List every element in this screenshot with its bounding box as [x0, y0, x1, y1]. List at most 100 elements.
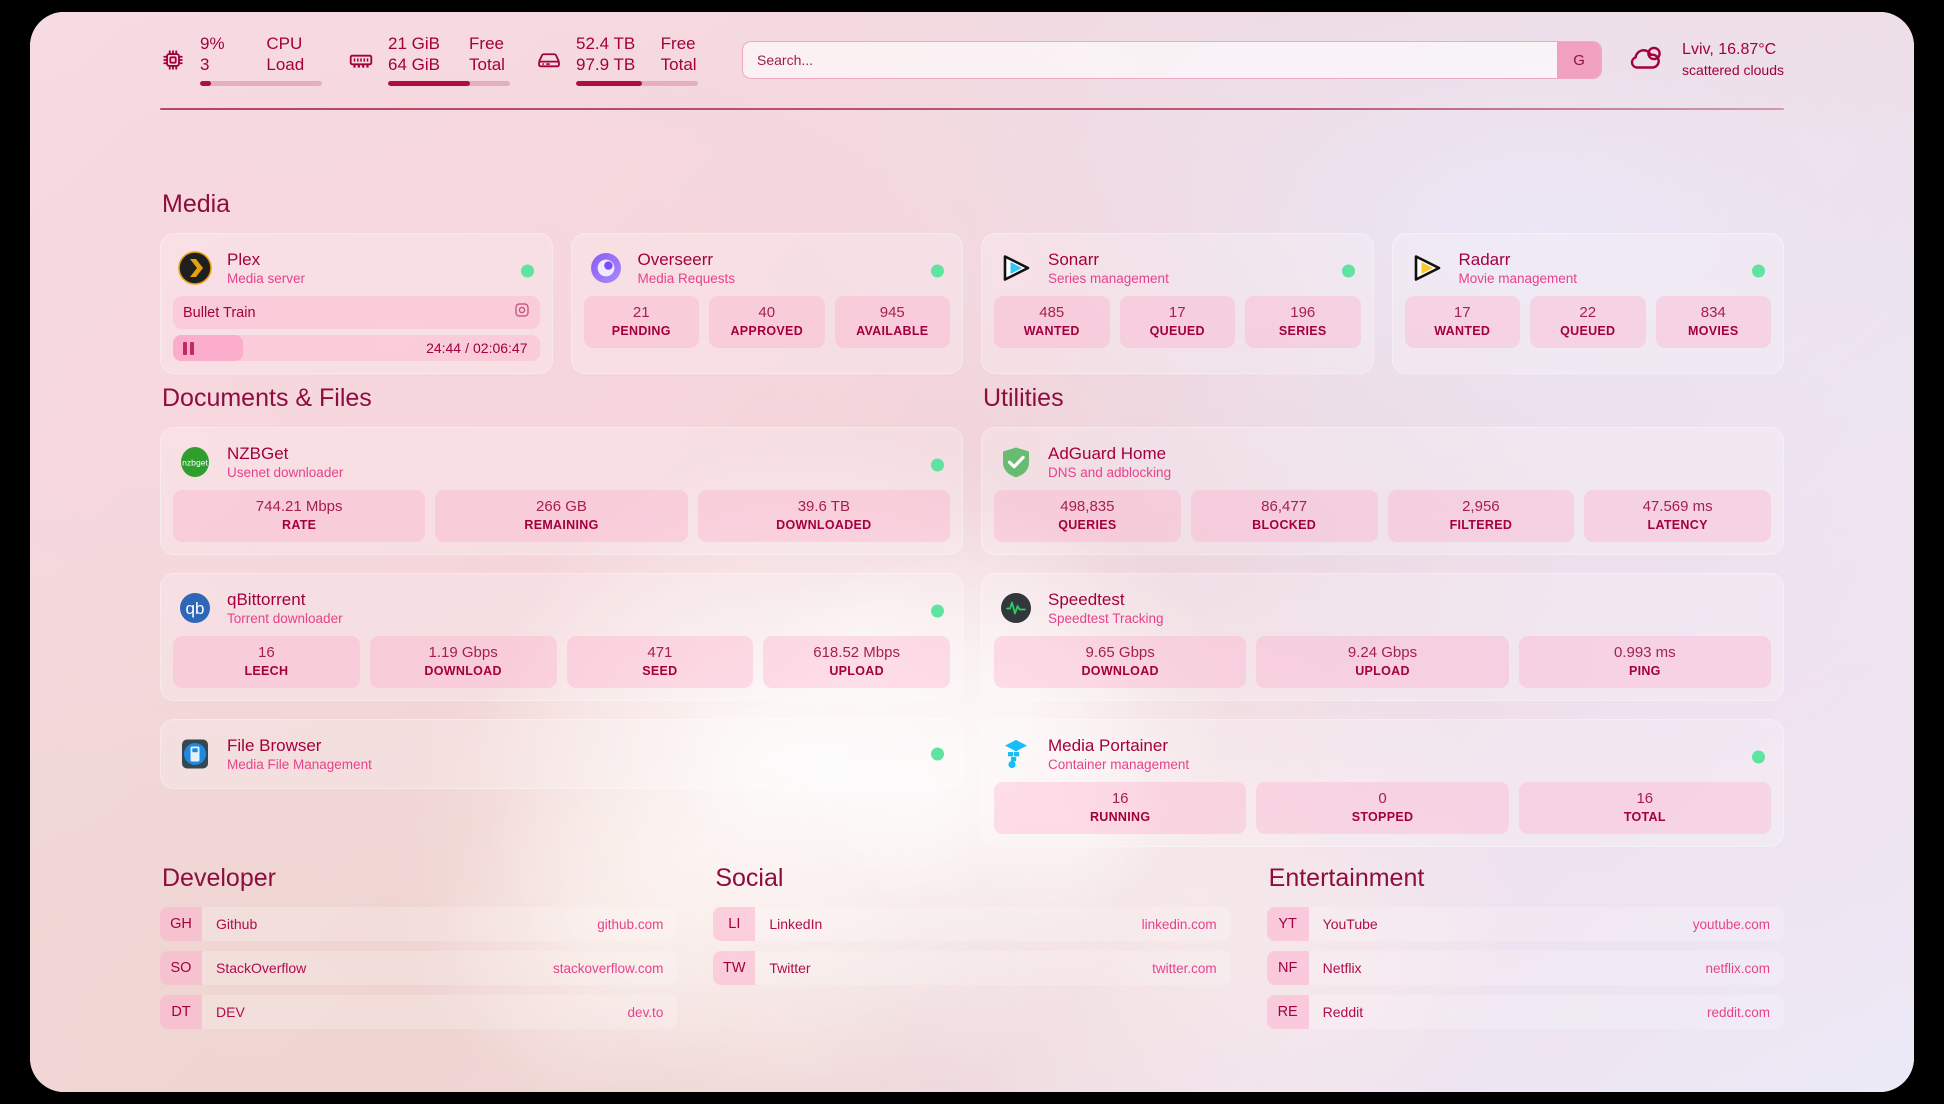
app-subtitle: DNS and adblocking: [1048, 465, 1172, 480]
stat-tile: 21 PENDING: [583, 296, 699, 348]
cast-icon[interactable]: [514, 302, 530, 323]
status-badge: [1752, 750, 1765, 764]
svg-text:nzbget: nzbget: [182, 458, 208, 468]
app-card-adguard-home[interactable]: AdGuard Home DNS and adblocking 498,835 Q…: [981, 427, 1784, 555]
plex-icon: [177, 250, 213, 286]
status-badge: [520, 264, 534, 278]
now-playing-progress[interactable]: 24:44/02:06:47: [173, 335, 540, 361]
app-card-overseerr[interactable]: Overseerr Media Requests 21 PENDING 40 APP…: [570, 233, 963, 374]
section-title-media: Media: [162, 190, 231, 218]
disk-usage-bar: [576, 81, 698, 86]
app-name: Overseerr: [637, 250, 714, 269]
status-badge: [931, 604, 944, 618]
app-card-media-portainer[interactable]: Media Portainer Container management 16 R…: [981, 719, 1784, 847]
bookmark-url: youtube.com: [1692, 916, 1770, 932]
bookmark-name: DEV: [216, 1004, 245, 1020]
bookmark-abbr: LI: [713, 907, 756, 941]
stat-tile: 9.24 Gbps UPLOAD: [1256, 636, 1509, 688]
app-subtitle: Movie management: [1458, 271, 1578, 286]
bookmark-item[interactable]: RE Reddit reddit.com: [1266, 995, 1784, 1029]
stat-tile: 0 STOPPED: [1256, 782, 1509, 834]
stat-tile: 0.993 ms PING: [1518, 636, 1771, 688]
app-subtitle: Torrent downloader: [227, 611, 343, 626]
app-card-plex[interactable]: Plex Media server Bullet Train: [160, 233, 553, 374]
bookmark-abbr: TW: [713, 951, 756, 985]
app-name: Radarr: [1458, 250, 1511, 269]
status-badge: [1341, 264, 1355, 278]
stat-tile: 1.19 Gbps DOWNLOAD: [369, 636, 557, 688]
header-divider: [160, 108, 1784, 110]
app-card-file-browser[interactable]: File Browser Media File Management: [160, 719, 963, 789]
cloud-icon: [1628, 42, 1668, 79]
bookmark-group-developer: Developer GH Github github.com SO StackO…: [160, 864, 678, 1029]
app-card-sonarr[interactable]: Sonarr Series management 485 WANTED 17 QUE…: [981, 233, 1374, 374]
now-playing-row[interactable]: Bullet Train: [173, 296, 540, 329]
nzbget-icon: nzbget: [177, 444, 213, 480]
bookmark-item[interactable]: LI LinkedIn linkedin.com: [713, 907, 1231, 941]
speedtest-icon: [998, 590, 1034, 626]
app-name: AdGuard Home: [1048, 444, 1167, 463]
cpu-value2: 3: [200, 55, 210, 74]
stat-tile: 2,956 FILTERED: [1387, 490, 1575, 542]
app-card-radarr[interactable]: Radarr Movie management 17 WANTED 22 QUEUE…: [1391, 233, 1784, 374]
section-title-entertainment: Entertainment: [1268, 864, 1425, 892]
memory-stick-icon: [348, 47, 374, 73]
stat-tile: 834 MOVIES: [1655, 296, 1771, 348]
app-card-qbittorrent[interactable]: qb qBittorrent Torrent downloader: [160, 573, 963, 701]
status-badge: [931, 458, 944, 472]
section-title-social: Social: [715, 864, 784, 892]
bookmark-name: StackOverflow: [216, 960, 307, 976]
adguard-shield-icon: [998, 444, 1034, 480]
bookmark-item[interactable]: NF Netflix netflix.com: [1266, 951, 1784, 985]
search-engine-button[interactable]: G: [1557, 42, 1602, 78]
now-playing-title: Bullet Train: [183, 304, 256, 321]
bookmark-item[interactable]: GH Github github.com: [160, 907, 678, 941]
search-input[interactable]: [743, 42, 1558, 78]
app-name: qBittorrent: [227, 590, 306, 609]
bookmark-abbr: RE: [1266, 995, 1309, 1029]
app-name: Media Portainer: [1048, 736, 1169, 755]
status-badge: [931, 264, 944, 278]
app-card-nzbget[interactable]: nzbget NZBGet Usenet downloader 74: [160, 427, 963, 555]
weather-widget[interactable]: Lviv, 16.87°C scattered clouds: [1628, 39, 1784, 81]
stat-tile: 485 WANTED: [994, 296, 1110, 348]
bookmark-item[interactable]: YT YouTube youtube.com: [1266, 907, 1784, 941]
stat-tile: 86,477 BLOCKED: [1190, 490, 1378, 542]
app-subtitle: Series management: [1048, 271, 1169, 286]
svg-text:qb: qb: [186, 599, 205, 618]
weather-description: scattered clouds: [1682, 62, 1784, 78]
ram-usage-widget: 21 GiB Free 64 GiB Total: [348, 34, 510, 86]
ram-label2: Total: [469, 55, 505, 74]
bookmark-url: reddit.com: [1706, 1004, 1770, 1020]
app-name: NZBGet: [227, 444, 289, 463]
qbittorrent-icon: qb: [177, 590, 213, 626]
bookmark-item[interactable]: SO StackOverflow stackoverflow.com: [160, 951, 678, 985]
stat-tile: 40 APPROVED: [709, 296, 825, 348]
app-name: Sonarr: [1048, 250, 1100, 269]
disk-label: Free: [660, 34, 696, 53]
bookmark-item[interactable]: DT DEV dev.to: [160, 995, 678, 1029]
bookmark-url: stackoverflow.com: [553, 960, 664, 976]
pause-icon[interactable]: [183, 341, 194, 355]
bookmark-group-social: Social LI LinkedIn linkedin.com TW Twitt…: [713, 864, 1231, 1029]
status-badge: [1752, 264, 1765, 278]
media-section: Media Plex Media server: [160, 190, 1784, 374]
bookmark-item[interactable]: TW Twitter twitter.com: [713, 951, 1231, 985]
stat-tile: 471 SEED: [566, 636, 754, 688]
app-card-speedtest[interactable]: Speedtest Speedtest Tracking 9.65 Gbps DO…: [981, 573, 1784, 701]
disk-value2: 97.9 TB: [576, 55, 636, 74]
stat-tile: 17 QUEUED: [1119, 296, 1235, 348]
bookmark-abbr: DT: [160, 995, 202, 1029]
stat-tile: 16 LEECH: [173, 636, 360, 688]
app-name: Plex: [227, 250, 261, 269]
section-title-documents: Documents & Files: [162, 384, 372, 412]
stat-tile: 498,835 QUERIES: [994, 490, 1181, 542]
bookmark-abbr: SO: [160, 951, 202, 985]
app-subtitle: Usenet downloader: [227, 465, 344, 480]
stat-tile: 266 GB REMAINING: [435, 490, 688, 542]
cpu-usage-bar: [200, 81, 322, 86]
weather-location-temp: Lviv, 16.87°C: [1682, 41, 1777, 58]
search-bar[interactable]: G: [742, 41, 1603, 79]
hard-drive-icon: [536, 47, 562, 73]
bookmark-url: github.com: [597, 916, 664, 932]
